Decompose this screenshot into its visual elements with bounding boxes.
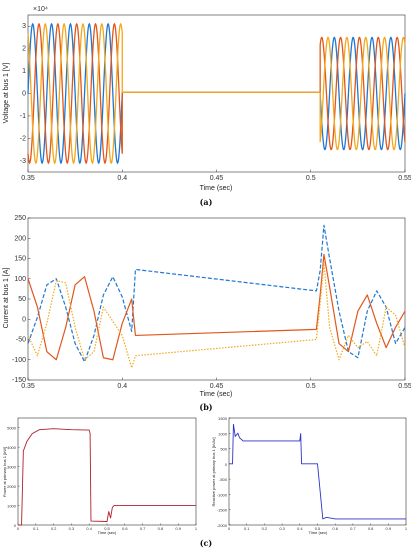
y-tick-label: -2000 bbox=[217, 523, 228, 528]
x-tick-label: 0.8 bbox=[368, 526, 374, 531]
panel-c-reactive-series bbox=[229, 424, 406, 520]
y-tick-label: 1500 bbox=[218, 416, 228, 421]
panel-a: ×10⁴ Voltage at bus 1 [V] Time (sec) 0.3… bbox=[3, 6, 411, 207]
y-tick-label: 5000 bbox=[7, 426, 17, 431]
y-tick-label: 50 bbox=[18, 296, 26, 303]
x-tick-label: 0.55 bbox=[398, 383, 411, 390]
y-tick-label: -100 bbox=[12, 357, 26, 364]
y-tick-label: -150 bbox=[12, 377, 26, 384]
x-tick-label: 1 bbox=[405, 526, 408, 531]
x-tick-label: 0.9 bbox=[175, 526, 181, 531]
panel-a-multiplier: ×10⁴ bbox=[33, 6, 48, 13]
y-tick-label: 0 bbox=[14, 523, 17, 528]
y-tick-label: 1000 bbox=[7, 504, 17, 509]
x-tick-label: 0.7 bbox=[140, 526, 146, 531]
x-tick-label: 0.3 bbox=[279, 526, 285, 531]
x-tick-label: 0.4 bbox=[117, 383, 127, 390]
x-tick-label: 0.2 bbox=[51, 526, 57, 531]
x-tick-label: 0.45 bbox=[210, 383, 224, 390]
power-line bbox=[18, 428, 196, 526]
x-tick-label: 0.35 bbox=[21, 175, 35, 182]
y-tick-label: -3 bbox=[20, 158, 26, 165]
panel-c-power-series bbox=[18, 428, 196, 526]
panel-b-ylabel: Current at bus 1 [A] bbox=[3, 268, 10, 329]
x-tick-label: 0.6 bbox=[332, 526, 338, 531]
panel-b-xlabel: Time (sec) bbox=[200, 391, 233, 398]
y-tick-label: -1000 bbox=[217, 492, 228, 497]
y-tick-label: -1 bbox=[20, 113, 26, 120]
x-tick-label: 1 bbox=[195, 526, 198, 531]
panel-c-power-ylabel: Power at primary bus 1 [kW] bbox=[2, 447, 7, 497]
y-tick-label: 250 bbox=[14, 215, 26, 222]
y-tick-label: 200 bbox=[14, 235, 26, 242]
x-tick-label: 0.4 bbox=[297, 526, 303, 531]
panel-a-ticks: 0.35 0.4 0.45 0.5 0.55 -3 -2 -1 0 1 2 3 bbox=[20, 23, 411, 182]
panel-b-plot-area bbox=[27, 217, 406, 381]
current-phase-a-line bbox=[27, 224, 406, 363]
y-tick-label: 3000 bbox=[7, 465, 17, 470]
current-phase-c-line bbox=[27, 261, 406, 369]
x-tick-label: 0.7 bbox=[350, 526, 356, 531]
x-tick-label: 0 bbox=[17, 526, 20, 531]
x-tick-label: 0.5 bbox=[315, 526, 321, 531]
panel-c-reactive-ylabel: Reactive power at primary bus 1 [kVAr] bbox=[211, 437, 216, 506]
panel-c-reactive-xlabel: Time (sec) bbox=[309, 530, 328, 535]
panel-c-power-ticks: 0 0.1 0.2 0.3 0.4 0.5 0.6 0.7 0.8 0.9 101000200030… bbox=[7, 426, 198, 531]
x-tick-label: 0.9 bbox=[386, 526, 392, 531]
reactive-power-line bbox=[229, 424, 406, 520]
x-tick-label: 0.1 bbox=[244, 526, 250, 531]
panel-b-series bbox=[27, 224, 406, 369]
panel-c-reactive-plot-area bbox=[228, 417, 407, 526]
panel-c-power-plot-area bbox=[17, 417, 197, 526]
y-tick-label: 0 bbox=[22, 316, 26, 323]
current-phase-b-line bbox=[27, 253, 406, 361]
y-tick-label: 150 bbox=[14, 256, 26, 263]
y-tick-label: 100 bbox=[14, 276, 26, 283]
y-tick-label: 1000 bbox=[218, 431, 228, 436]
y-tick-label: 2000 bbox=[7, 484, 17, 489]
x-tick-label: 0.6 bbox=[122, 526, 128, 531]
x-tick-label: 0.5 bbox=[104, 526, 110, 531]
x-tick-label: 0.3 bbox=[69, 526, 75, 531]
y-tick-label: -2 bbox=[20, 135, 26, 142]
panel-c-power: Power at primary bus 1 [kW] Time (sec) 0… bbox=[2, 417, 198, 535]
y-tick-label: 3 bbox=[22, 23, 26, 30]
x-tick-label: 0.35 bbox=[21, 383, 35, 390]
panel-a-ylabel: Voltage at bus 1 [V] bbox=[3, 63, 10, 124]
x-tick-label: 0.4 bbox=[86, 526, 92, 531]
x-tick-label: 0.4 bbox=[117, 175, 127, 182]
x-tick-label: 0.45 bbox=[210, 175, 224, 182]
x-tick-label: 0.5 bbox=[306, 383, 316, 390]
x-tick-label: 0 bbox=[228, 526, 231, 531]
x-tick-label: 0.5 bbox=[306, 175, 316, 182]
x-tick-label: 0.55 bbox=[398, 175, 411, 182]
y-tick-label: 1 bbox=[22, 68, 26, 75]
y-tick-label: -500 bbox=[219, 477, 228, 482]
y-tick-label: 2 bbox=[22, 46, 26, 53]
voltage-phase-c-line bbox=[27, 22, 406, 165]
x-tick-label: 0.2 bbox=[262, 526, 268, 531]
panel-c-label: (c) bbox=[200, 538, 213, 548]
panel-c-reactive: Reactive power at primary bus 1 [kVAr] T… bbox=[211, 416, 408, 535]
x-tick-label: 0.8 bbox=[158, 526, 164, 531]
panel-c-reactive-ticks: 0 0.1 0.2 0.3 0.4 0.5 0.6 0.7 0.8 0.9 1 -2000 -1500 -… bbox=[217, 416, 408, 531]
y-tick-label: 0 bbox=[22, 91, 26, 98]
y-tick-label: 4000 bbox=[7, 445, 17, 450]
y-tick-label: -1500 bbox=[217, 508, 228, 513]
x-tick-label: 0.1 bbox=[33, 526, 39, 531]
y-tick-label: -50 bbox=[16, 337, 26, 344]
y-tick-label: 0 bbox=[225, 462, 228, 467]
panel-b: Current at bus 1 [A] Time (sec) 0.35 0.4 0… bbox=[3, 215, 411, 412]
panel-a-xlabel: Time (sec) bbox=[200, 185, 233, 192]
panel-a-series bbox=[27, 22, 406, 165]
panel-c-power-xlabel: Time (sec) bbox=[98, 530, 117, 535]
y-tick-label: 500 bbox=[220, 447, 227, 452]
panel-b-ticks: 0.35 0.4 0.45 0.5 0.55 -150 -100 -50 0 50 100 150 20… bbox=[12, 215, 411, 390]
panel-b-label: (b) bbox=[199, 402, 212, 412]
panel-a-label: (a) bbox=[200, 197, 213, 207]
